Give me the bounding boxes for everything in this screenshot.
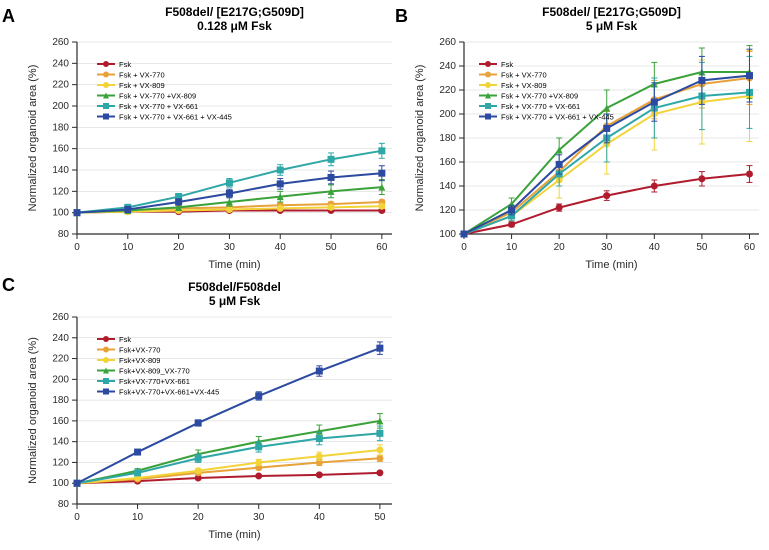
svg-text:30: 30 <box>253 512 265 523</box>
svg-text:Fsk+VX-770+VX-661+VX-445: Fsk+VX-770+VX-661+VX-445 <box>119 388 219 397</box>
chart-b: 0 10 20 30 40 50 60 100 120 140 160 180 200 220 240 260… <box>409 4 769 274</box>
svg-text:50: 50 <box>696 242 708 253</box>
svg-text:20: 20 <box>554 242 566 253</box>
svg-text:240: 240 <box>439 61 456 72</box>
panel-b: B 0 10 20 30 40 50 60 100 120 140 160 180 200 220 240 2… <box>395 0 769 280</box>
svg-text:160: 160 <box>439 157 456 168</box>
svg-text:180: 180 <box>439 133 456 144</box>
svg-text:50: 50 <box>325 242 337 253</box>
svg-text:120: 120 <box>52 457 69 468</box>
svg-text:Fsk + VX-770 +VX-809: Fsk + VX-770 +VX-809 <box>119 92 196 101</box>
svg-text:30: 30 <box>601 242 613 253</box>
svg-text:Fsk: Fsk <box>119 335 131 344</box>
svg-text:Normalized organoid area (%): Normalized organoid area (%) <box>27 65 39 212</box>
svg-text:Fsk + VX-770 + VX-661: Fsk + VX-770 + VX-661 <box>501 102 580 111</box>
panel-a: A 0 10 20 30 40 50 60 80 100 120 140 160 180 200 220 24… <box>0 0 400 280</box>
svg-text:F508del/F508del: F508del/F508del <box>188 280 281 294</box>
svg-text:Fsk + VX-809: Fsk + VX-809 <box>501 81 547 90</box>
svg-text:160: 160 <box>52 144 69 155</box>
svg-text:260: 260 <box>439 37 456 48</box>
svg-text:F508del/ [E217G;G509D]: F508del/ [E217G;G509D] <box>542 5 681 19</box>
svg-text:80: 80 <box>58 229 70 240</box>
svg-text:Fsk + VX-770 + VX-661 + VX-445: Fsk + VX-770 + VX-661 + VX-445 <box>119 113 232 122</box>
svg-text:0.128 μM Fsk: 0.128 μM Fsk <box>197 19 272 33</box>
svg-text:140: 140 <box>52 165 69 176</box>
svg-text:Fsk + VX-770: Fsk + VX-770 <box>119 71 165 80</box>
svg-text:Fsk + VX-770 + VX-661: Fsk + VX-770 + VX-661 <box>119 102 198 111</box>
svg-text:Fsk+VX-770: Fsk+VX-770 <box>119 346 160 355</box>
chart-c: 0 10 20 30 40 50 80 100 120 140 160 180 200 220 240 260… <box>22 279 402 544</box>
svg-text:5 μM Fsk: 5 μM Fsk <box>209 294 261 308</box>
svg-text:260: 260 <box>52 37 69 48</box>
svg-text:100: 100 <box>52 208 69 219</box>
svg-text:10: 10 <box>506 242 518 253</box>
svg-text:140: 140 <box>52 437 69 448</box>
svg-text:0: 0 <box>74 242 80 253</box>
svg-text:Normalized organoid area (%): Normalized organoid area (%) <box>27 337 39 484</box>
svg-text:120: 120 <box>52 186 69 197</box>
svg-text:Fsk+VX-809: Fsk+VX-809 <box>119 356 160 365</box>
svg-text:120: 120 <box>439 205 456 216</box>
svg-text:30: 30 <box>224 242 236 253</box>
svg-text:0: 0 <box>461 242 467 253</box>
svg-text:220: 220 <box>439 85 456 96</box>
svg-text:Fsk + VX-770 + VX-661 + VX-445: Fsk + VX-770 + VX-661 + VX-445 <box>501 113 614 122</box>
svg-text:Fsk + VX-770: Fsk + VX-770 <box>501 71 547 80</box>
svg-text:220: 220 <box>52 354 69 365</box>
svg-text:0: 0 <box>74 512 80 523</box>
svg-text:F508del/ [E217G;G509D]: F508del/ [E217G;G509D] <box>165 5 304 19</box>
svg-text:100: 100 <box>439 229 456 240</box>
svg-text:50: 50 <box>374 512 386 523</box>
svg-text:100: 100 <box>52 478 69 489</box>
svg-text:200: 200 <box>52 374 69 385</box>
svg-text:Fsk+VX-770+VX-661: Fsk+VX-770+VX-661 <box>119 377 190 386</box>
svg-text:220: 220 <box>52 80 69 91</box>
svg-text:Fsk+VX-809_VX-770: Fsk+VX-809_VX-770 <box>119 367 190 376</box>
svg-text:Normalized organoid area (%): Normalized organoid area (%) <box>414 65 426 212</box>
panel-a-label: A <box>2 6 15 27</box>
svg-text:180: 180 <box>52 395 69 406</box>
svg-text:60: 60 <box>376 242 388 253</box>
svg-text:260: 260 <box>52 312 69 323</box>
svg-text:40: 40 <box>649 242 661 253</box>
svg-text:200: 200 <box>52 101 69 112</box>
svg-text:80: 80 <box>58 499 70 510</box>
svg-text:10: 10 <box>122 242 134 253</box>
svg-text:60: 60 <box>744 242 756 253</box>
svg-text:Fsk: Fsk <box>501 60 513 69</box>
svg-text:Fsk + VX-809: Fsk + VX-809 <box>119 81 165 90</box>
svg-text:40: 40 <box>314 512 326 523</box>
svg-text:140: 140 <box>439 181 456 192</box>
svg-text:240: 240 <box>52 58 69 69</box>
svg-text:240: 240 <box>52 333 69 344</box>
chart-a: 0 10 20 30 40 50 60 80 100 120 140 160 180 200 220 240 2… <box>22 4 402 274</box>
panel-c: C 0 10 20 30 40 50 80 100 120 140 160 180 200 220 240 2… <box>0 275 400 550</box>
panel-c-label: C <box>2 275 15 296</box>
svg-text:40: 40 <box>275 242 287 253</box>
svg-text:200: 200 <box>439 109 456 120</box>
svg-text:20: 20 <box>173 242 185 253</box>
svg-text:20: 20 <box>193 512 205 523</box>
svg-text:5 μM Fsk: 5 μM Fsk <box>586 19 638 33</box>
svg-text:Fsk + VX-770 +VX-809: Fsk + VX-770 +VX-809 <box>501 92 578 101</box>
svg-text:160: 160 <box>52 416 69 427</box>
svg-text:Fsk: Fsk <box>119 60 131 69</box>
svg-text:Time (min): Time (min) <box>208 259 260 271</box>
svg-text:180: 180 <box>52 122 69 133</box>
panel-b-label: B <box>395 6 408 27</box>
svg-text:10: 10 <box>132 512 144 523</box>
svg-text:Time (min): Time (min) <box>585 259 637 271</box>
svg-text:Time (min): Time (min) <box>208 529 260 541</box>
